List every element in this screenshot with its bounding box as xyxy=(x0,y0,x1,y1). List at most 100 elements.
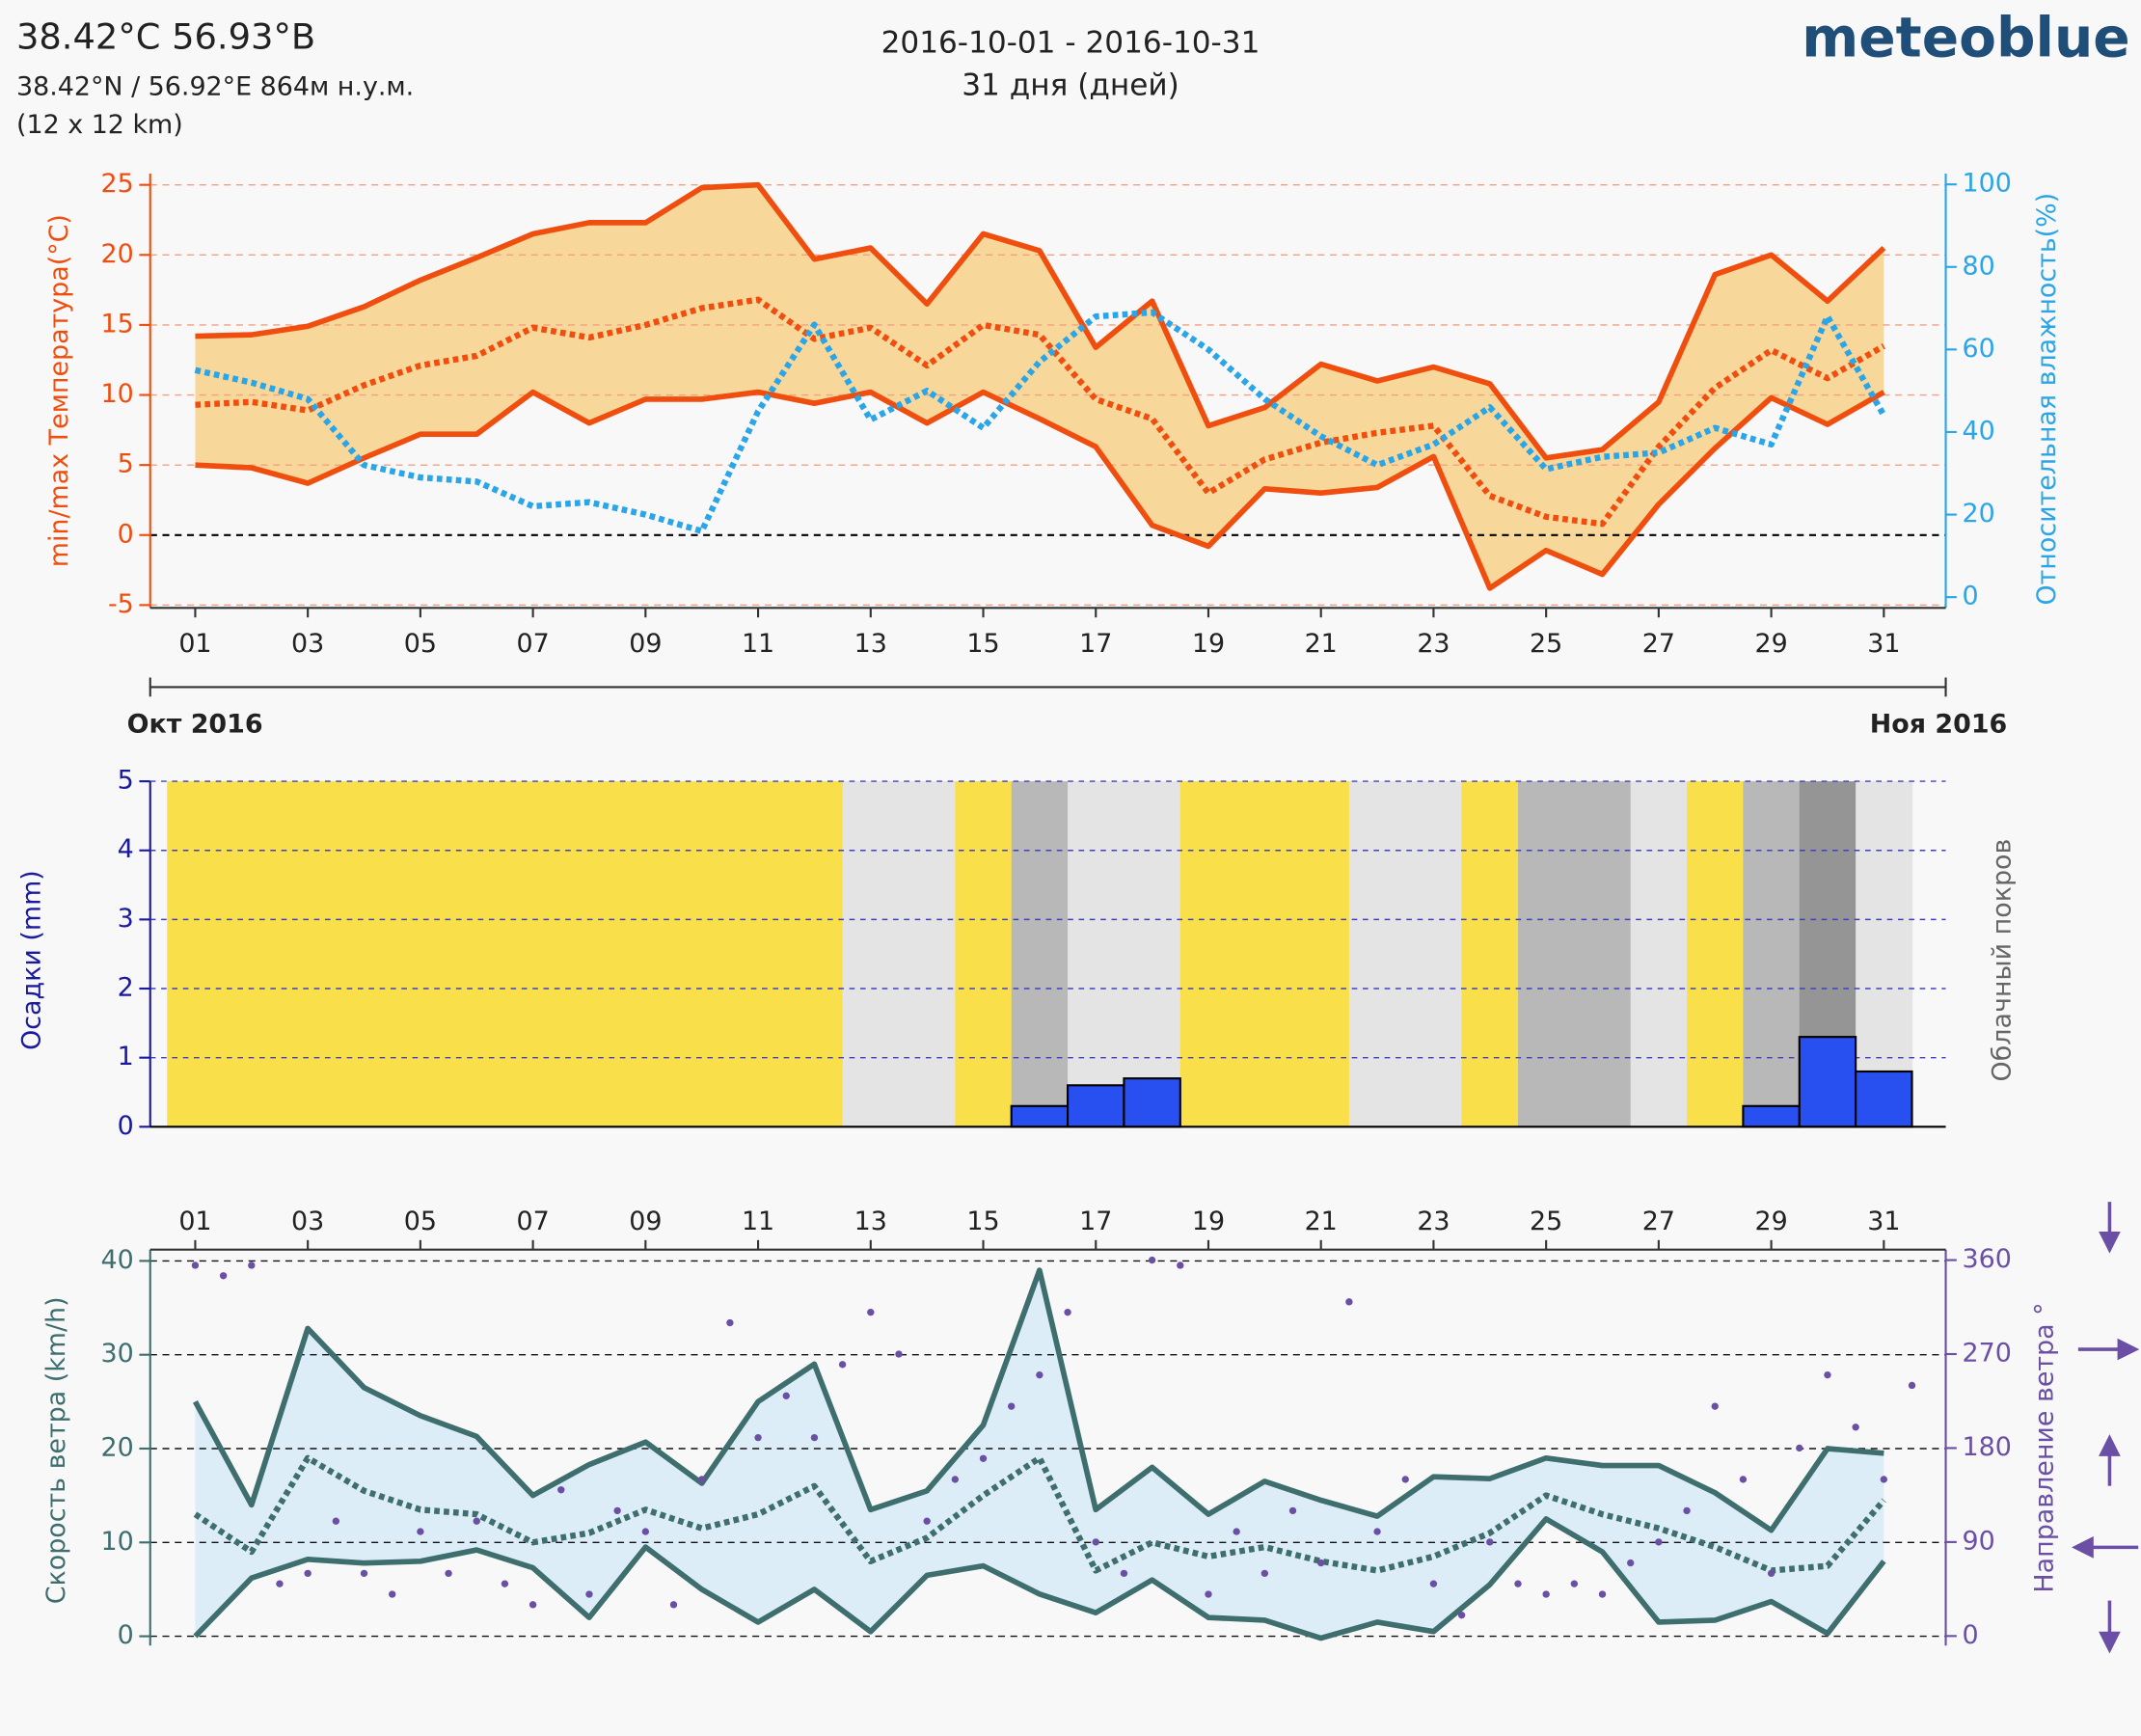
x-tick-label: 09 xyxy=(629,629,662,659)
direction-point xyxy=(1824,1370,1831,1379)
cloud-cover xyxy=(1743,781,1801,1127)
x-tick-label: 09 xyxy=(629,1207,662,1236)
cloud-cover xyxy=(336,781,393,1127)
direction-point xyxy=(1205,1590,1212,1598)
direction-point xyxy=(1711,1402,1719,1410)
cloud-cover xyxy=(1011,781,1069,1127)
cloud-cover xyxy=(673,781,731,1127)
direction-point xyxy=(782,1392,790,1399)
direction-point xyxy=(1880,1476,1888,1483)
x-tick-label: 05 xyxy=(404,629,437,659)
direction-point xyxy=(1177,1261,1184,1269)
x-tick-label: 25 xyxy=(1530,1207,1562,1236)
direction-point xyxy=(698,1476,706,1483)
cloud-cover xyxy=(560,781,618,1127)
y2-tick-label: 180 xyxy=(1963,1432,2012,1462)
cloud-cover xyxy=(786,781,844,1127)
direction-point xyxy=(1092,1538,1099,1546)
brand: meteoblue xyxy=(1802,6,2129,69)
bar xyxy=(1742,1104,1801,1128)
direction-point xyxy=(1317,1559,1325,1567)
cloud-cover xyxy=(392,781,449,1127)
direction-point xyxy=(332,1517,340,1525)
y2-tick-label: 40 xyxy=(1963,416,1995,446)
y-tick-label: 0 xyxy=(118,1620,134,1650)
direction-point xyxy=(838,1361,847,1369)
direction-point xyxy=(754,1433,762,1442)
direction-point xyxy=(895,1350,903,1358)
bar xyxy=(1855,1070,1913,1128)
y-tick-label: -5 xyxy=(108,589,134,619)
direction-point xyxy=(1542,1590,1550,1598)
direction-point xyxy=(1739,1476,1748,1483)
direction-point xyxy=(1429,1580,1438,1587)
y2-tick-label: 80 xyxy=(1963,251,1995,281)
cloud-cover xyxy=(842,781,900,1127)
cloud-cover xyxy=(223,781,281,1127)
cloud-cover xyxy=(1574,781,1632,1127)
x-tick-label: 23 xyxy=(1417,1207,1450,1236)
cloud-cover xyxy=(279,781,338,1127)
direction-point xyxy=(445,1569,452,1578)
y2-tick-label: 0 xyxy=(1963,1620,1979,1650)
y2-tick-label: 60 xyxy=(1963,334,1995,364)
cloud-cover xyxy=(1856,781,1913,1127)
y-tick-label: 15 xyxy=(101,309,134,339)
direction-point xyxy=(473,1517,480,1525)
x-tick-label: 11 xyxy=(742,1207,774,1236)
chart-panel: 0 1 2 3 4 5 xyxy=(118,766,1946,1141)
x-tick-label: 17 xyxy=(1079,1207,1112,1236)
x-tick-label: 31 xyxy=(1867,1207,1900,1236)
line xyxy=(195,389,1885,591)
direction-point xyxy=(1036,1370,1043,1379)
x-tick-label: 15 xyxy=(966,629,999,659)
direction-point xyxy=(867,1309,875,1316)
cloud-cover xyxy=(1517,781,1576,1127)
coords: 38.42°C 56.93°B xyxy=(16,15,315,57)
direction-legend xyxy=(2072,1202,2140,1654)
direction-point xyxy=(1486,1538,1494,1546)
line xyxy=(192,1267,1884,1533)
x-tick-label: 29 xyxy=(1755,629,1788,659)
direction-point xyxy=(191,1261,200,1269)
x-tick-label: 13 xyxy=(854,629,887,659)
x-tick-label: 03 xyxy=(291,629,324,659)
direction-point xyxy=(1008,1402,1016,1410)
y-tick-label: 20 xyxy=(101,239,134,269)
y2-tick-label: 360 xyxy=(1963,1244,2012,1274)
cloud-cover xyxy=(729,781,787,1127)
direction-point xyxy=(923,1517,931,1525)
direction-point xyxy=(557,1486,565,1494)
direction-point xyxy=(1401,1476,1409,1483)
direction-point xyxy=(1908,1381,1916,1390)
x-tick-label: 27 xyxy=(1642,1207,1675,1236)
direction-point xyxy=(979,1454,988,1462)
x-tick-label: 07 xyxy=(517,629,550,659)
x-tick-label: 11 xyxy=(742,629,774,659)
direction-point xyxy=(304,1569,312,1578)
y-axis-label: min/max Температура(°C) xyxy=(44,214,74,567)
y2-axis-label: Относительная влажность(%) xyxy=(2032,193,2062,606)
bar xyxy=(1123,1077,1181,1128)
direction-point xyxy=(726,1318,734,1327)
line xyxy=(195,181,1886,461)
y-tick-label: 5 xyxy=(118,766,134,796)
direction-point xyxy=(1345,1298,1353,1306)
y2-tick-label: 0 xyxy=(1963,582,1979,611)
y-tick-label: 30 xyxy=(101,1339,134,1369)
cloud-cover xyxy=(448,781,506,1127)
y2-tick-label: 90 xyxy=(1963,1526,1995,1556)
cloud-cover xyxy=(1292,781,1350,1127)
x-tick-label: 05 xyxy=(404,1207,437,1236)
direction-point xyxy=(1627,1559,1635,1567)
range-band xyxy=(195,1270,1884,1639)
x-tick-label: 13 xyxy=(854,1207,887,1236)
direction-point xyxy=(1260,1569,1269,1578)
chart-title: 2016-10-01 - 2016-10-31 xyxy=(881,26,1260,61)
direction-point xyxy=(1514,1580,1522,1587)
direction-point xyxy=(1852,1424,1859,1431)
cloud-cover xyxy=(898,781,957,1127)
direction-point xyxy=(669,1601,678,1609)
y2-tick-label: 20 xyxy=(1963,499,1995,529)
